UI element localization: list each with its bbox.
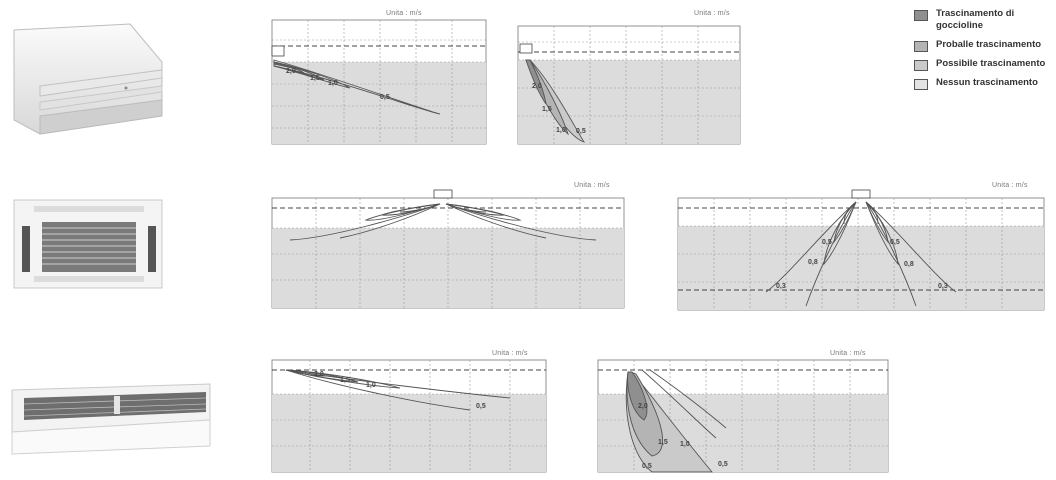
legend-swatch-possible	[914, 60, 928, 71]
velocity-contours	[525, 59, 586, 143]
plot-area	[271, 189, 625, 309]
legend-label-strong: Trascinamento di goccioline	[936, 8, 1015, 31]
contour-label-0-8-right: 0,8	[904, 261, 914, 268]
contour-label-1-5: 1,5	[658, 439, 668, 446]
legend-label-probable: Proballe trascinamento	[936, 39, 1042, 50]
contour-label-2-0: 2,0	[532, 83, 542, 90]
contour-label-1-0: 1,0	[366, 382, 376, 389]
plot-area: 2,0 1,5 1,0 0,5	[517, 25, 741, 145]
contour-label-0-5: 0,5	[476, 403, 486, 410]
contour-label-0-5-right: 0,5	[890, 239, 900, 246]
air-outlet	[433, 189, 453, 199]
unit-label-cassette-vertical: Unita : m/s	[992, 182, 1028, 189]
velocity-contours	[625, 369, 727, 473]
wall-split-ac-icon	[13, 23, 163, 135]
contour-label-0-5: 0,5	[576, 128, 586, 135]
unit-label-wall-horizontal: Unita : m/s	[386, 10, 422, 17]
unit-label-cassette-horizontal: Unita : m/s	[574, 182, 610, 189]
chart-cassette-vertical: 0,5 0,5 0,8 0,8 0,3 0,3	[676, 188, 1048, 318]
legend-item-none: Nessun trascinamento	[912, 77, 1052, 90]
velocity-contours	[273, 59, 441, 115]
ceiling-suspended-ac-icon	[11, 383, 211, 455]
chart-ceiling-horizontal: 2,0 1,5 1,0 0,5	[270, 356, 556, 476]
contour-label-0-8-left: 0,8	[808, 259, 818, 266]
occupied-zone	[272, 394, 546, 472]
contour-label-1-0: 1,0	[680, 441, 690, 448]
legend-item-strong: Trascinamento di goccioline	[912, 8, 1052, 32]
unit-label-ceiling-vertical: Unita : m/s	[830, 350, 866, 357]
legend-swatch-strong	[914, 10, 928, 21]
plot-area: 2,0 1,5 1,0 0,5	[271, 359, 547, 473]
contour-label-0-5-left: 0,5	[642, 463, 652, 470]
chart-cassette-horizontal	[270, 188, 630, 316]
occupied-zone	[678, 226, 1044, 310]
unit-label-ceiling-horizontal: Unita : m/s	[492, 350, 528, 357]
contour-label-0-5-left: 0,5	[822, 239, 832, 246]
chart-ceiling-vertical: 2,0 1,5 1,0 0,5 0,5	[592, 356, 892, 476]
air-outlet	[519, 43, 533, 54]
wall-mounted-unit-image	[10, 22, 170, 147]
contour-label-1-5: 1,5	[310, 75, 320, 82]
contour-label-1-5: 1,5	[542, 106, 552, 113]
legend-label-none: Nessun trascinamento	[936, 77, 1038, 88]
ceiling-floor-unit-image	[10, 380, 215, 460]
contour-label-1-0: 1,0	[328, 80, 338, 87]
legend-swatch-none	[914, 79, 928, 90]
velocity-contours	[285, 369, 511, 411]
chart-wall-vertical: 2,0 1,5 1,0 0,5	[514, 25, 744, 152]
contour-label-0-5-right: 0,5	[718, 461, 728, 468]
legend-item-possible: Possibile trascinamento	[912, 58, 1052, 71]
legend: Trascinamento di goccioline Proballe tra…	[912, 8, 1052, 96]
contour-label-0-3-left: 0,3	[776, 283, 786, 290]
gridlines	[272, 198, 624, 308]
contour-label-0-3-right: 0,3	[938, 283, 948, 290]
occupied-zone	[272, 228, 624, 308]
legend-label-possible: Possibile trascinamento	[936, 58, 1046, 69]
contour-label-2-0: 2,0	[286, 68, 296, 75]
plot-area: 2,0 1,5 1,0 0,5	[271, 19, 487, 145]
plot-area: 2,0 1,5 1,0 0,5 0,5	[597, 359, 889, 473]
gridlines	[272, 360, 546, 472]
plot-area: 0,5 0,5 0,8 0,8 0,3 0,3	[677, 189, 1045, 311]
contour-label-2-0: 2,0	[638, 403, 648, 410]
air-outlet	[271, 45, 285, 57]
ceiling-cassette-ac-icon	[13, 199, 163, 289]
contour-label-1-0: 1,0	[556, 127, 566, 134]
contour-label-1-5: 1,5	[340, 377, 350, 384]
chart-wall-horizontal: 2,0 1,5 1,0 0,5	[270, 19, 492, 152]
unit-label-wall-vertical: Unita : m/s	[694, 10, 730, 17]
velocity-contours	[765, 201, 957, 307]
contour-label-2-0: 2,0	[314, 371, 324, 378]
contour-label-0-5: 0,5	[380, 94, 390, 101]
air-outlet	[851, 189, 871, 199]
cassette-unit-image	[12, 198, 164, 295]
velocity-contours	[289, 203, 597, 241]
legend-swatch-probable	[914, 41, 928, 52]
legend-item-probable: Proballe trascinamento	[912, 39, 1052, 52]
